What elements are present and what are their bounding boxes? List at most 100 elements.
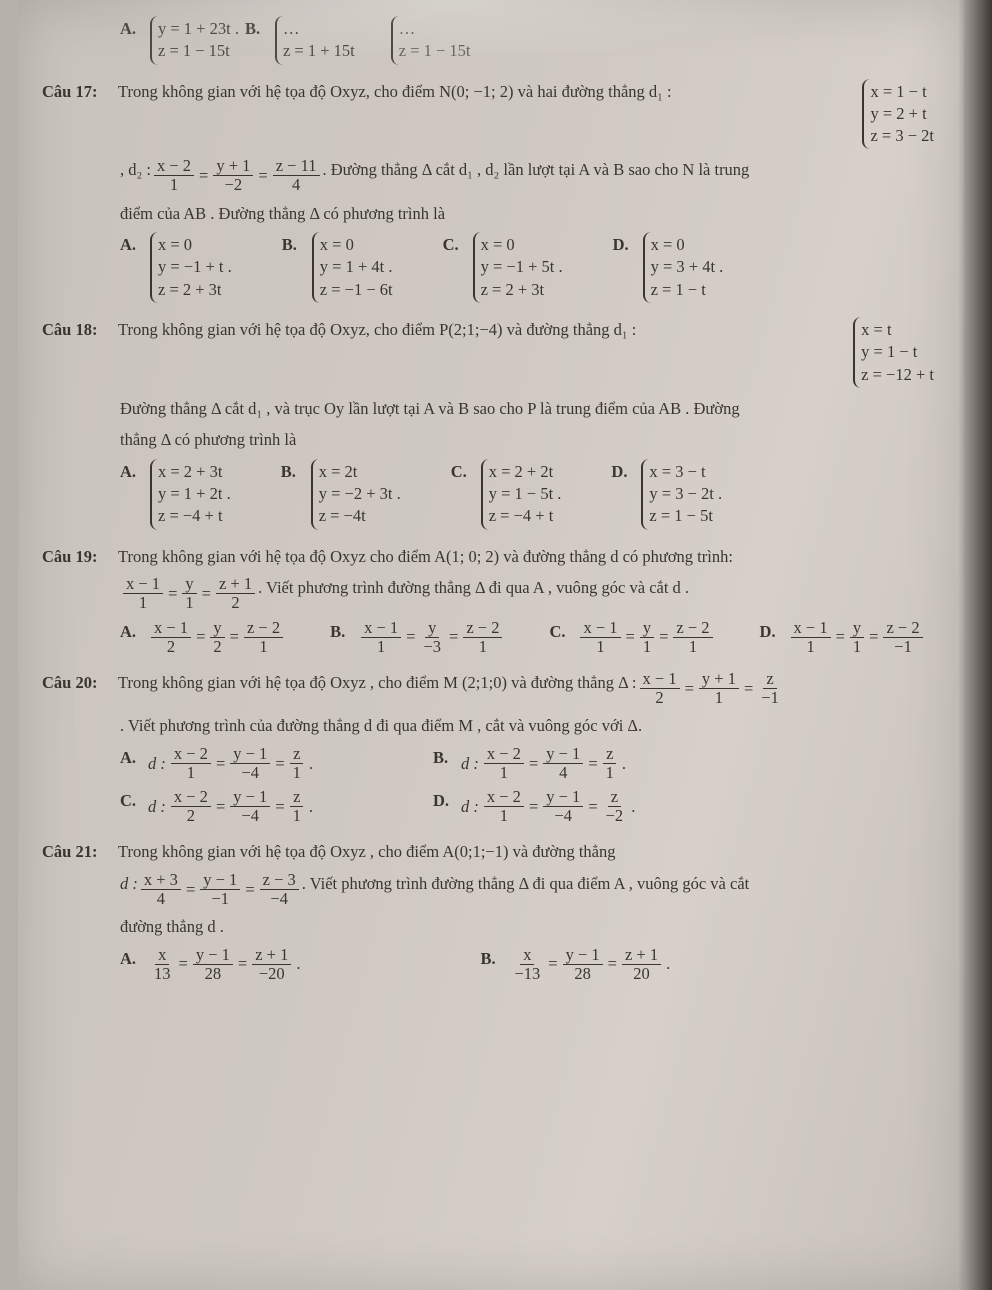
page-edge-shadow [958,0,992,1290]
opt-label: C. [120,788,142,814]
frac-num: x − 2 [484,745,524,764]
text: d : [461,751,479,777]
option: D. x = 0y = 3 + 4t .z = 1 − t [613,232,730,303]
text: điểm của AB . Đường thẳng Δ có phương tr… [120,201,445,227]
q18: Câu 18: Trong không gian với hệ tọa độ O… [42,317,940,388]
frac-num: y [210,619,224,638]
eq-line: z = −12 + t [861,364,934,386]
text: . [296,951,300,977]
frac-num: x − 1 [791,619,831,638]
eq-line: y = −2 + 3t . [319,483,401,505]
text: , d₂ : [120,157,151,183]
frac-den: 1 [167,176,181,194]
question-stem: Trong không gian với hệ tọa độ Oxyz cho … [118,544,733,570]
frac-den: 1 [850,638,864,656]
opt-label: A. [120,745,142,771]
opt-label: A. [120,16,142,42]
frac-num: y − 1 [200,871,240,890]
option: B. x = 0y = 1 + 4t .z = −1 − 6t [282,232,399,303]
opt-label: D. [613,232,635,258]
text: d : [148,751,166,777]
frac-num: z − 2 [673,619,712,638]
eq-line: x = 2t [319,461,401,483]
text: đường thẳng d . [120,914,224,940]
frac-num: y − 1 [230,745,270,764]
question-stem: Trong không gian với hệ tọa độ Oxyz , ch… [118,670,637,696]
frac-num: z − 2 [463,619,502,638]
opt-label: B. [480,946,502,972]
frac-num: y [850,619,864,638]
question-stem: Trong không gian với hệ tọa độ Oxyz , ch… [118,839,616,865]
question-label: Câu 20: [42,670,118,696]
text: . [666,951,670,977]
frac-den: 20 [630,965,653,983]
frac-num: z [603,745,616,764]
topcut-row: A. y = 1 + 23t . z = 1 − 15t B. … z = 1 … [120,16,940,65]
eq-line: z = −4 + t [158,505,231,527]
q19: Câu 19: Trong không gian với hệ tọa độ O… [42,544,940,570]
opt-label: A. [120,232,142,258]
frac-num: y − 1 [230,788,270,807]
option: A. x = 0y = −1 + t .z = 2 + 3t [120,232,238,303]
opt-label: B. [281,459,303,485]
text: d : [120,871,138,897]
text: . Viết phương trình của đường thẳng d đi… [120,713,642,739]
eq-line: z = 1 − 15t [399,40,471,62]
opt-label: B. [245,16,267,42]
frac-num: y + 1 [213,157,253,176]
frac-den: −4 [267,890,291,908]
eq-line: z = 1 + 15t [283,40,355,62]
frac-num: x [520,946,534,965]
question-label: Câu 17: [42,79,118,105]
frac-den: 4 [556,764,570,782]
frac-den: 1 [136,594,150,612]
opt-label: D. [433,788,455,814]
eq-line: x = 1 − t [870,81,934,103]
q19-options: A. x − 12= y2= z − 21 B. x − 11= y−3= z … [120,619,940,656]
question-label: Câu 19: [42,544,118,570]
opt-label: A. [120,459,142,485]
q21-line2: d : x + 34= y − 1−1= z − 3−4 . Viết phươ… [120,871,940,908]
eq-line: y = 1 − t [861,341,934,363]
eq-line: x = 2 + 2t [489,461,562,483]
text: . Viết phương trình đường thẳng Δ đi qua… [302,871,749,897]
frac-den: 28 [202,965,225,983]
q18-options: A. x = 2 + 3ty = 1 + 2t .z = −4 + t B. x… [120,459,940,530]
frac-num: x − 2 [484,788,524,807]
opt-label: D. [611,459,633,485]
opt-label: A. [120,619,142,645]
system-brace: … z = 1 + 15t [275,16,361,65]
eq-line: x = 0 [481,234,563,256]
q20-options-row2: C. d : x − 22= y − 1−4= z1 . D. d : x − … [120,788,940,825]
q17-options: A. x = 0y = −1 + t .z = 2 + 3t B. x = 0y… [120,232,940,303]
q20-options-row1: A. d : x − 21= y − 1−4= z1 . B. d : x − … [120,745,940,782]
eq-line: x = 0 [158,234,232,256]
frac-den: 1 [497,807,511,825]
frac-den: 2 [210,638,224,656]
q21-options: A. x13= y − 128= z + 1−20 . B. x−13= y −… [120,946,940,983]
text: Đường thẳng Δ cắt d₁ , và trục Oy lần lư… [120,396,740,422]
frac-equation: x − 21= y + 1−2= z − 114 [151,157,323,194]
text: thẳng Δ có phương trình là [120,427,296,453]
frac-den: 1 [497,764,511,782]
frac-num: x − 1 [580,619,620,638]
frac-den: 1 [803,638,817,656]
question-label: Câu 21: [42,839,118,865]
eq-line: … [283,18,355,40]
opt-label: C. [443,232,465,258]
system-brace: y = 1 + 23t . z = 1 − 15t [150,16,245,65]
eq-line: x = 0 [651,234,724,256]
q19-line2: x − 11= y1= z + 12 . Viết phương trình đ… [120,575,940,612]
system-brace: x = t y = 1 − t z = −12 + t [853,317,940,388]
frac-den: 1 [182,594,196,612]
text: . [309,751,313,777]
opt-label: B. [282,232,304,258]
frac-num: y [182,575,196,594]
frac-den: 1 [374,638,388,656]
q17-line2: , d₂ : x − 21= y + 1−2= z − 114 . Đường … [120,157,940,194]
frac-num: y [640,619,654,638]
frac-num: z − 3 [260,871,299,890]
opt-label: B. [433,745,455,771]
eq-line: y = 1 + 23t . [158,18,239,40]
frac-den: 1 [290,807,304,825]
